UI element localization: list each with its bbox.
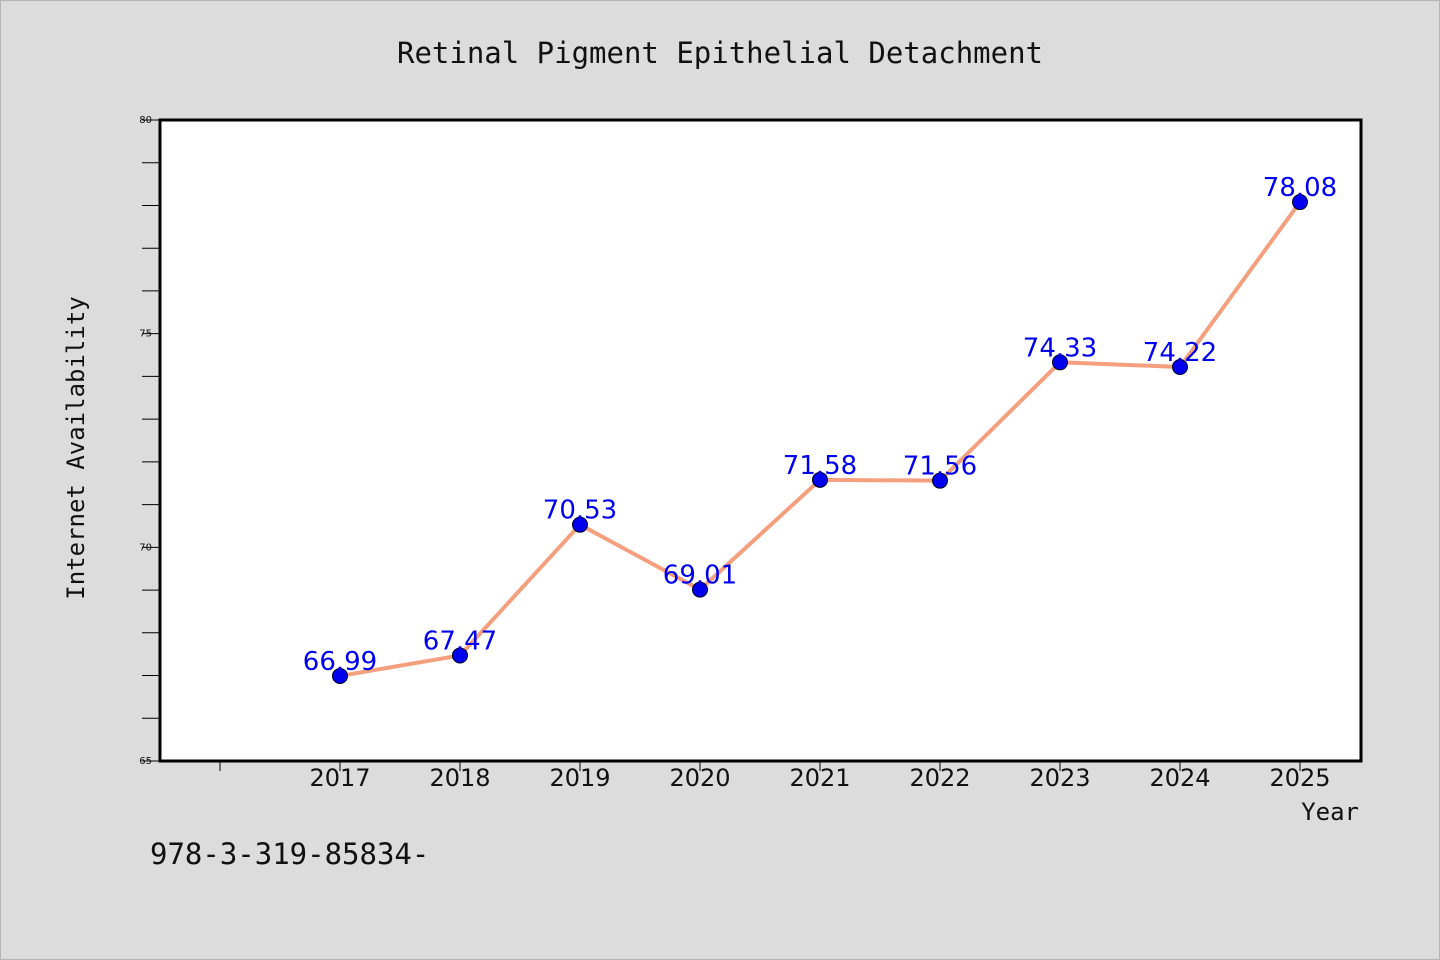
data-label: 74.22: [1143, 338, 1217, 368]
y-axis-label: Internet Availability: [62, 296, 90, 599]
data-point: [1052, 354, 1068, 371]
data-point: [932, 472, 948, 489]
y-tick-label: 70: [139, 542, 152, 553]
data-point: [812, 471, 828, 488]
data-point: [452, 647, 468, 664]
x-tick-label: 2019: [549, 764, 610, 792]
data-label: 66.99: [303, 647, 377, 677]
data-label: 70.53: [543, 496, 617, 526]
y-axis: 65 70 75 80: [139, 115, 160, 767]
x-tick-label: 2017: [309, 764, 370, 792]
data-point: [1292, 194, 1308, 211]
data-point: [692, 581, 708, 598]
plot-area: [158, 118, 1363, 763]
x-tick-label: 2021: [789, 764, 850, 792]
data-label: 78.08: [1263, 173, 1337, 203]
data-label: 67.47: [423, 626, 497, 656]
x-tick-label: 2025: [1269, 764, 1330, 792]
data-label: 69.01: [663, 561, 737, 591]
x-tick-label: 2022: [909, 764, 970, 792]
data-point: [572, 516, 588, 533]
data-label: 71.58: [783, 451, 857, 481]
x-tick-label: 2020: [669, 764, 730, 792]
y-tick-label: 75: [139, 329, 152, 340]
x-tick-label: 2023: [1029, 764, 1090, 792]
y-tick-label: 65: [139, 756, 152, 767]
data-point: [1172, 358, 1188, 375]
x-tick-label: 2024: [1149, 764, 1210, 792]
data-point: [332, 667, 348, 684]
x-axis-label: Year: [1301, 798, 1359, 826]
footnote: 978-3-319-85834-: [150, 837, 429, 871]
chart-title: Retinal Pigment Epithelial Detachment: [397, 36, 1043, 70]
x-tick-label: 2018: [429, 764, 490, 792]
x-axis: 2017 2018 2019 2020 2021 2022 2023 2024 2025: [219, 761, 1331, 792]
y-tick-label: 80: [139, 115, 152, 126]
data-label: 74.33: [1023, 333, 1097, 363]
data-label: 71.56: [903, 452, 977, 482]
series-layer: 66.99 67.47 70.53 69.01 71.58 71.56 74.33 74.22…: [303, 173, 1337, 684]
